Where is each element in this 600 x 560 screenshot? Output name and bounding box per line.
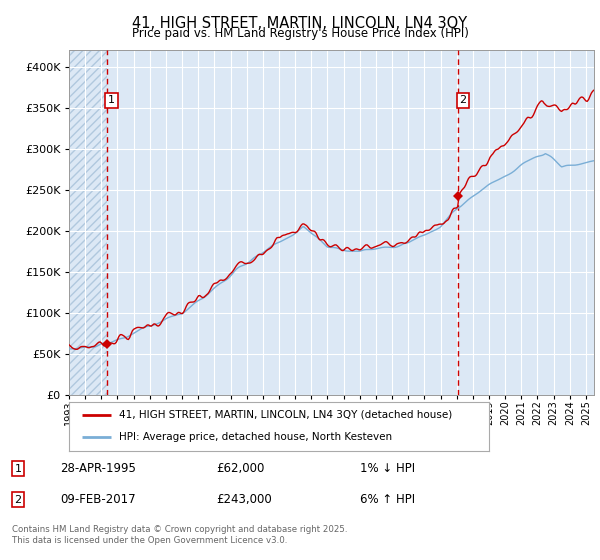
Text: 1% ↓ HPI: 1% ↓ HPI <box>360 462 415 475</box>
Text: 28-APR-1995: 28-APR-1995 <box>60 462 136 475</box>
Text: £243,000: £243,000 <box>216 493 272 506</box>
Text: 6% ↑ HPI: 6% ↑ HPI <box>360 493 415 506</box>
Text: Contains HM Land Registry data © Crown copyright and database right 2025.
This d: Contains HM Land Registry data © Crown c… <box>12 525 347 545</box>
Text: 41, HIGH STREET, MARTIN, LINCOLN, LN4 3QY (detached house): 41, HIGH STREET, MARTIN, LINCOLN, LN4 3Q… <box>119 410 452 420</box>
Text: 09-FEB-2017: 09-FEB-2017 <box>60 493 136 506</box>
Text: 2: 2 <box>460 95 467 105</box>
Text: £62,000: £62,000 <box>216 462 265 475</box>
Text: 2: 2 <box>14 494 22 505</box>
Text: 41, HIGH STREET, MARTIN, LINCOLN, LN4 3QY: 41, HIGH STREET, MARTIN, LINCOLN, LN4 3Q… <box>133 16 467 31</box>
Text: HPI: Average price, detached house, North Kesteven: HPI: Average price, detached house, Nort… <box>119 432 392 442</box>
Text: 1: 1 <box>108 95 115 105</box>
Text: Price paid vs. HM Land Registry's House Price Index (HPI): Price paid vs. HM Land Registry's House … <box>131 27 469 40</box>
Text: 1: 1 <box>14 464 22 474</box>
Bar <box>69 50 107 395</box>
